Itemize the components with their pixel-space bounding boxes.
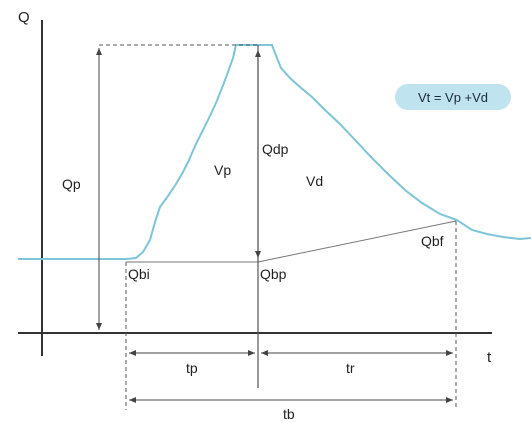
- label-tp: tp: [186, 360, 198, 376]
- label-qp: Qp: [62, 176, 81, 192]
- y-axis-label: Q: [18, 9, 30, 26]
- equation-text: Vt = Vp +Vd: [418, 90, 488, 105]
- label-vp: Vp: [214, 162, 231, 178]
- label-vd: Vd: [306, 173, 323, 189]
- x-axis-label: t: [487, 349, 492, 366]
- baseflow-line-falling: [257, 220, 457, 263]
- label-tb: tb: [283, 406, 295, 422]
- label-qdp: Qdp: [262, 141, 289, 157]
- equation-badge: [395, 84, 511, 110]
- label-qbf: Qbf: [421, 233, 444, 249]
- label-tr: tr: [346, 360, 355, 376]
- label-qbi: Qbi: [128, 266, 150, 282]
- label-qbp: Qbp: [260, 266, 287, 282]
- hydrograph-curve: [18, 44, 531, 260]
